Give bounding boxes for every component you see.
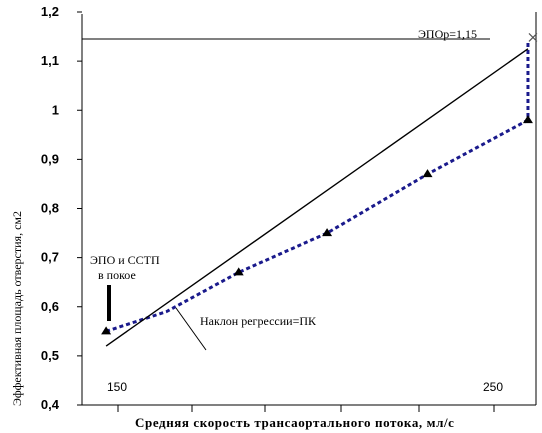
reference-line-label: ЭПОр=1,15 — [418, 27, 477, 41]
rest-annotation-line1: ЭПО и ССТП — [90, 253, 160, 267]
regression-line — [105, 48, 529, 347]
x-tick-label: 250 — [483, 380, 503, 394]
x-ticks: 150 250 — [107, 380, 503, 412]
series-line-dotted — [105, 41, 530, 333]
y-tick-label: 0,7 — [41, 250, 59, 265]
y-tick-label: 1,2 — [41, 4, 59, 19]
x-tick-label: 150 — [107, 380, 127, 394]
triangle-marker — [322, 228, 333, 237]
markers-layer — [101, 33, 538, 335]
y-tick-label: 0,5 — [41, 348, 59, 363]
triangle-marker — [233, 267, 244, 276]
y-ticks: 0,4 0,5 0,6 0,7 0,8 0,9 1 1,1 1,2 — [41, 4, 82, 412]
y-tick-label: 0,8 — [41, 201, 59, 216]
triangle-marker — [522, 115, 533, 124]
cross-marker — [528, 33, 538, 42]
rest-marker-bar — [107, 285, 111, 321]
slope-annotation: Наклон регрессии=ПК — [200, 314, 317, 328]
series-layer — [105, 41, 530, 347]
x-axis-label: Средняя скорость трансаортального потока… — [135, 415, 455, 430]
y-tick-label: 0,4 — [41, 397, 60, 412]
y-tick-label: 1,1 — [41, 53, 59, 68]
y-tick-label: 1 — [52, 102, 59, 117]
triangle-marker — [101, 326, 112, 335]
y-tick-label: 0,6 — [41, 299, 59, 314]
triangle-marker — [422, 169, 433, 178]
y-tick-label: 0,9 — [41, 151, 59, 166]
y-axis-label: Эффективная площадь отверстия, см2 — [10, 211, 24, 406]
rest-annotation-line2: в покое — [98, 268, 136, 282]
slope-leader-line — [175, 307, 207, 351]
